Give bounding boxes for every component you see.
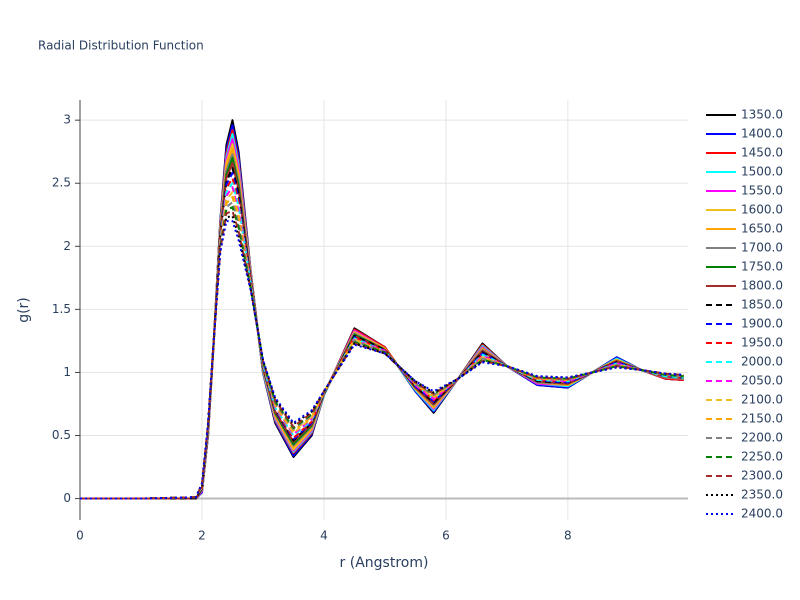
legend-label: 2000.0 <box>741 355 783 369</box>
legend-label: 2050.0 <box>741 374 783 388</box>
legend-label: 1950.0 <box>741 336 783 350</box>
y-tick-label: 2 <box>63 239 71 253</box>
line-series <box>80 133 684 500</box>
legend-label: 1900.0 <box>741 317 783 331</box>
legend-label: 2200.0 <box>741 431 783 445</box>
line-series <box>80 177 684 500</box>
x-tick-label: 6 <box>442 529 450 543</box>
line-series <box>80 124 684 500</box>
y-tick-label: 0.5 <box>52 428 71 442</box>
line-series <box>80 138 684 500</box>
line-series <box>80 220 684 500</box>
line-series <box>80 153 684 500</box>
legend-label: 1550.0 <box>741 184 783 198</box>
x-tick-label: 0 <box>76 529 84 543</box>
legend-label: 1700.0 <box>741 241 783 255</box>
line-series <box>80 209 684 500</box>
legend-label: 2300.0 <box>741 469 783 483</box>
x-tick-label: 2 <box>198 529 206 543</box>
y-tick-label: 1.5 <box>52 302 71 316</box>
legend-label: 1450.0 <box>741 146 783 160</box>
y-tick-label: 0 <box>63 491 71 505</box>
line-series <box>80 157 684 500</box>
y-tick-label: 1 <box>63 365 71 379</box>
x-axis-title: r (Angstrom) <box>340 555 429 571</box>
x-tick-label: 4 <box>320 529 328 543</box>
x-tick-label: 8 <box>564 529 572 543</box>
line-series <box>80 167 684 500</box>
legend-label: 2250.0 <box>741 450 783 464</box>
legend-label: 1600.0 <box>741 203 783 217</box>
legend-label: 2400.0 <box>741 507 783 521</box>
y-tick-label: 3 <box>63 113 71 127</box>
line-series <box>80 143 684 500</box>
legend-label: 1350.0 <box>741 108 783 122</box>
line-series <box>80 186 684 500</box>
line-series <box>80 129 684 500</box>
line-series <box>80 148 684 500</box>
line-series <box>80 215 684 500</box>
legend-label: 2350.0 <box>741 488 783 502</box>
legend-label: 2150.0 <box>741 412 783 426</box>
line-series <box>80 162 684 500</box>
line-series <box>80 182 684 500</box>
y-tick-label: 2.5 <box>52 176 71 190</box>
legend-label: 1800.0 <box>741 279 783 293</box>
y-axis-title: g(r) <box>16 297 32 323</box>
legend-label: 1400.0 <box>741 127 783 141</box>
legend-label: 1650.0 <box>741 222 783 236</box>
legend-label: 1750.0 <box>741 260 783 274</box>
legend-label: 2100.0 <box>741 393 783 407</box>
legend-label: 1850.0 <box>741 298 783 312</box>
line-series <box>80 172 684 500</box>
legend-label: 1500.0 <box>741 165 783 179</box>
chart-title: Radial Distribution Function <box>38 39 204 53</box>
